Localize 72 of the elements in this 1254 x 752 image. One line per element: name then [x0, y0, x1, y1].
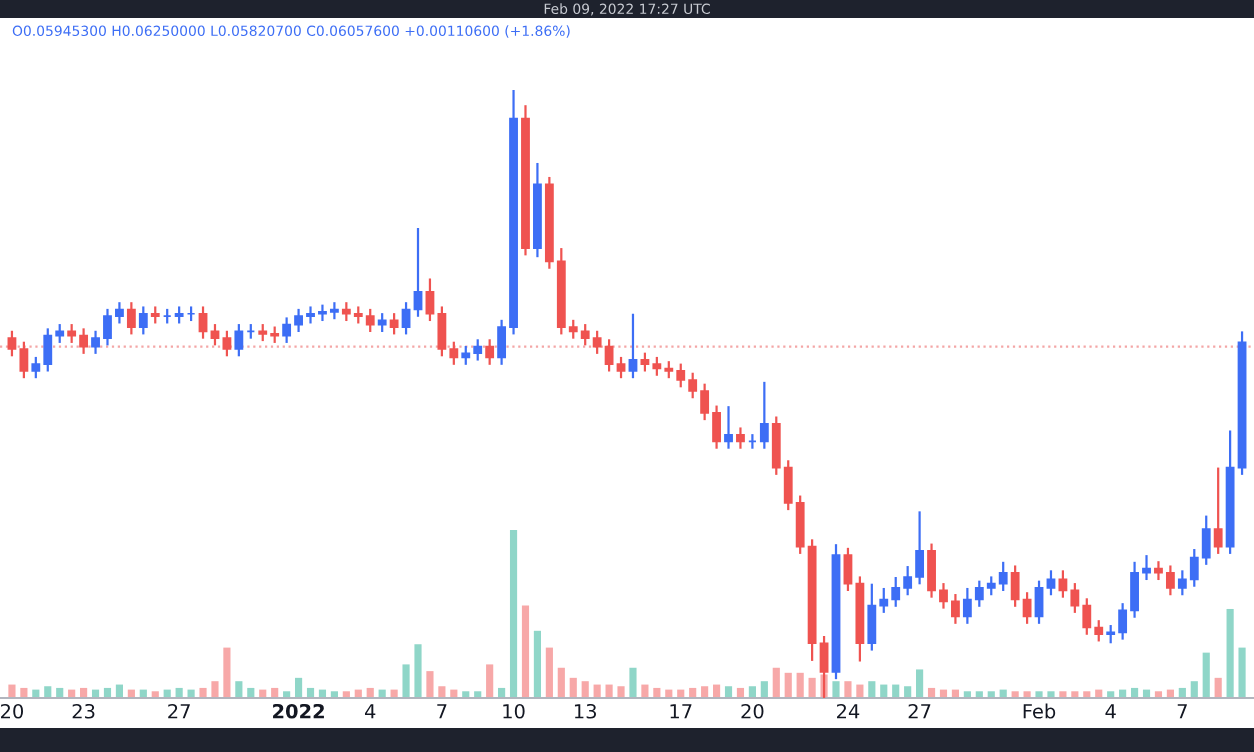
candlestick	[759, 380, 769, 450]
x-tick-label: 7	[437, 704, 447, 719]
candlestick	[401, 301, 411, 336]
x-tick-label: 23	[72, 703, 95, 719]
bar	[402, 664, 410, 698]
bar	[486, 664, 494, 698]
bar	[629, 667, 637, 698]
candlestick	[1034, 579, 1044, 625]
bar	[868, 681, 876, 698]
bar	[796, 672, 804, 698]
candlestick	[736, 426, 745, 450]
bar	[569, 677, 577, 698]
bar	[235, 681, 243, 698]
candlestick	[413, 226, 423, 318]
bar	[832, 681, 840, 698]
candlestick	[724, 405, 733, 450]
candlestick	[198, 305, 208, 340]
bar	[414, 644, 422, 698]
bar	[760, 681, 768, 698]
bar	[294, 677, 303, 698]
bar	[521, 605, 530, 698]
bar	[1190, 681, 1198, 698]
candlestick	[138, 305, 148, 336]
candlestick	[389, 312, 399, 336]
x-tick-label: 2022	[273, 703, 324, 719]
bar	[581, 681, 589, 698]
candlestick	[377, 312, 387, 334]
bar	[617, 686, 625, 698]
bar	[748, 686, 756, 698]
bar	[1035, 691, 1043, 698]
bar	[772, 667, 780, 698]
candlestick	[1046, 569, 1056, 597]
x-tick-label: 20	[741, 703, 764, 719]
bar	[545, 647, 553, 698]
x-tick-label: 10	[503, 703, 525, 719]
bar	[199, 687, 207, 698]
bar	[557, 667, 565, 698]
x-tick-label: 4	[364, 704, 376, 719]
bar	[1047, 691, 1055, 698]
x-tick-label: 27	[168, 703, 190, 719]
bar	[784, 672, 792, 698]
bar	[724, 686, 733, 698]
bar	[701, 686, 709, 698]
x-tick-label: 27	[908, 703, 931, 719]
bar	[844, 681, 852, 698]
x-tick-label: 13	[574, 703, 597, 719]
x-tick-label: Feb	[1023, 703, 1056, 719]
candlestick	[234, 322, 244, 358]
bar	[808, 677, 816, 698]
bar	[916, 669, 924, 698]
x-tick-label: 4	[1105, 704, 1116, 719]
x-tick-label: 24	[837, 703, 860, 719]
bar	[211, 681, 219, 698]
x-tick-label: 17	[670, 704, 692, 719]
bar	[438, 686, 446, 698]
bar	[8, 684, 16, 698]
candlestick	[126, 301, 136, 336]
candlestick	[485, 338, 495, 366]
bar	[44, 686, 52, 698]
bar	[1238, 647, 1246, 698]
bar	[1214, 677, 1222, 698]
bar	[223, 647, 231, 698]
bar	[509, 530, 518, 698]
bar	[533, 630, 542, 698]
x-tick-label: 20	[1, 703, 24, 719]
candlestick	[1213, 466, 1223, 556]
x-tick-label: 7	[1177, 704, 1187, 719]
bar	[1202, 652, 1210, 698]
bar	[1226, 608, 1234, 698]
bar	[904, 686, 912, 698]
bar	[426, 671, 434, 698]
candlestick	[628, 312, 638, 380]
